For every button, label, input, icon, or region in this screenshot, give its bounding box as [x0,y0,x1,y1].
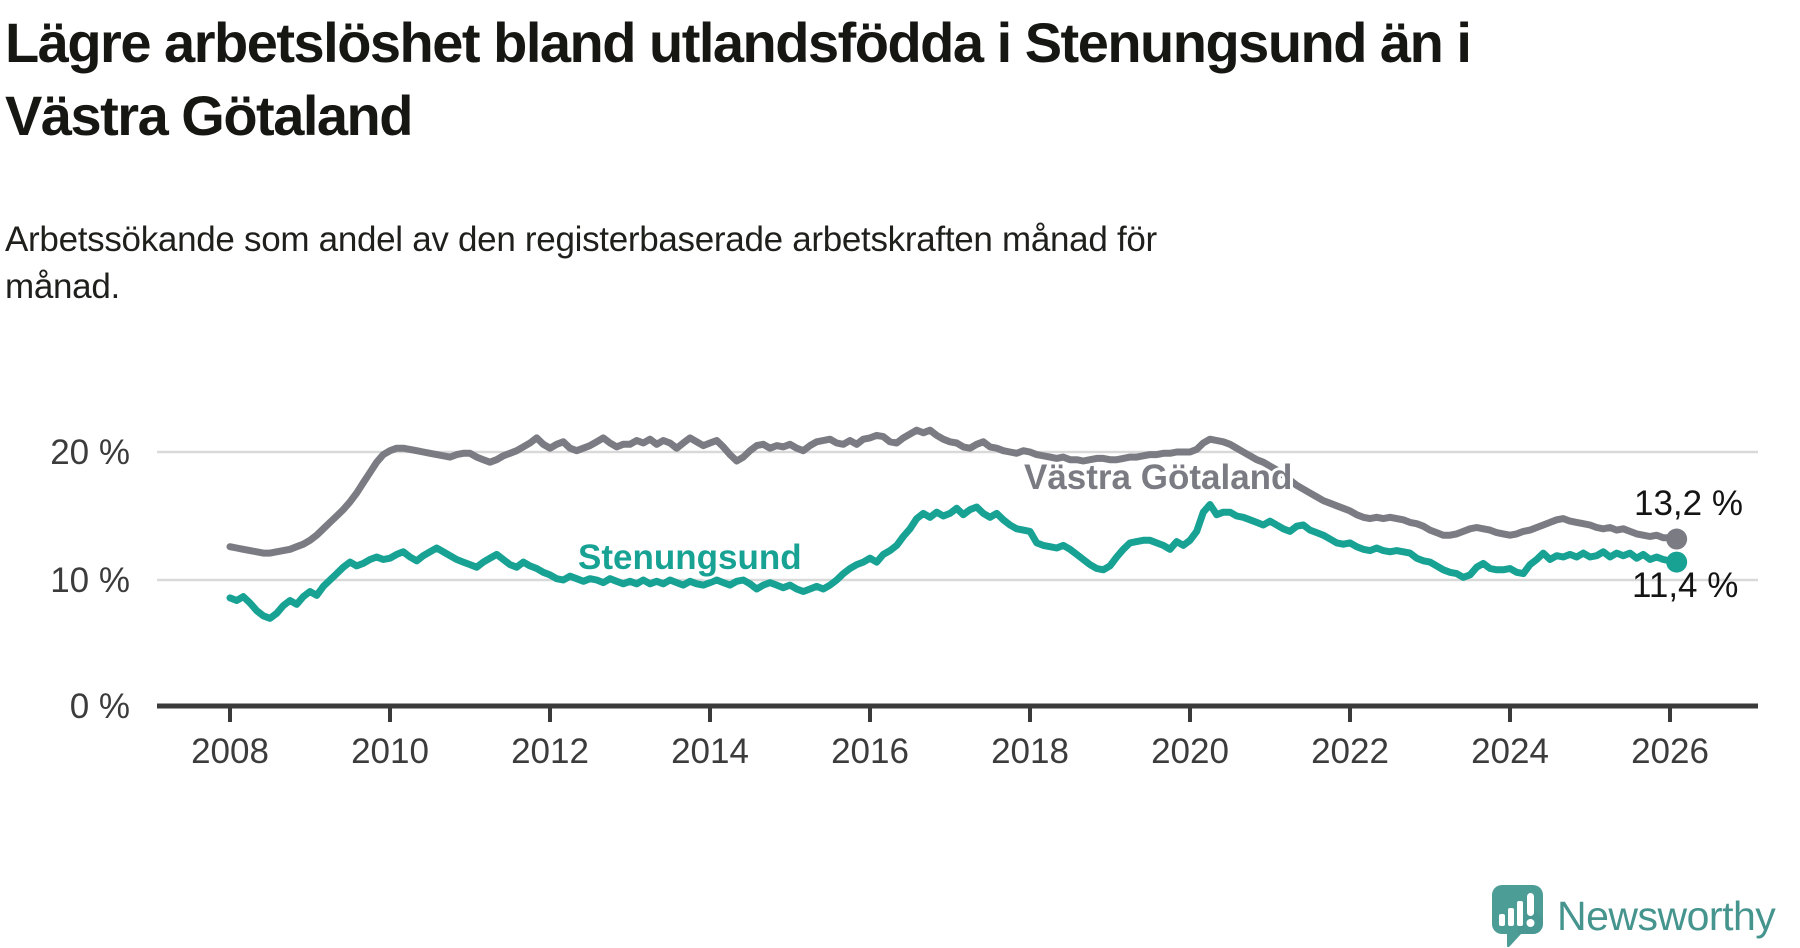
gridlines [157,450,1758,582]
end-value-vastra-gotaland: 13,2 % [1634,484,1743,523]
newsworthy-logo: Newsworthy [1490,884,1776,948]
end-dot-vastra-gotaland [1666,528,1688,550]
logo-bar-chart-glyph [1499,893,1535,927]
x-tick-label: 2024 [1471,732,1549,771]
series-line-stenungsund [226,501,1681,622]
x-tick-label: 2014 [671,732,749,771]
series-label-stenungsund: Stenungsund [578,538,802,577]
page-subtitle-line-1: Arbetssökande som andel av den registerb… [5,220,1157,259]
page-subtitle: Arbetssökande som andel av den registerb… [5,216,1705,310]
x-tick-label: 2020 [1151,732,1229,771]
end-dot-stenungsund [1666,551,1688,573]
x-tick-label: 2018 [991,732,1069,771]
page-subtitle-line-2: månad. [5,267,120,306]
newsworthy-logo-icon [1492,885,1543,948]
y-tick-label: 10 % [50,561,130,600]
x-tick-label: 2026 [1631,732,1709,771]
axis-tick-labels: 20 % 10 % 0 % 2008 2010 2012 2014 2016 2018 2020 2… [50,433,1709,771]
page-title-line-2: Västra Götaland [5,84,413,147]
newsworthy-logo-text: Newsworthy [1557,892,1776,939]
x-tick-label: 2016 [831,732,909,771]
x-tick-label: 2012 [511,732,589,771]
x-tick-label: 2010 [351,732,429,771]
page-title-line-1: Lägre arbetslöshet bland utlandsfödda i … [5,11,1472,74]
y-tick-label: 20 % [50,433,130,472]
series-label-vastra-gotaland: Västra Götaland [1024,458,1293,497]
axis-ticks [228,708,1672,722]
end-value-stenungsund: 11,4 % [1632,566,1739,605]
x-tick-label: 2008 [191,732,269,771]
x-tick-label: 2022 [1311,732,1389,771]
page-title: Lägre arbetslöshet bland utlandsfödda i … [5,6,1705,152]
y-tick-label: 0 % [70,687,130,726]
series-lines [226,426,1681,622]
series-end-dots [1666,528,1688,573]
series-line-vastra-gotaland [226,426,1681,557]
